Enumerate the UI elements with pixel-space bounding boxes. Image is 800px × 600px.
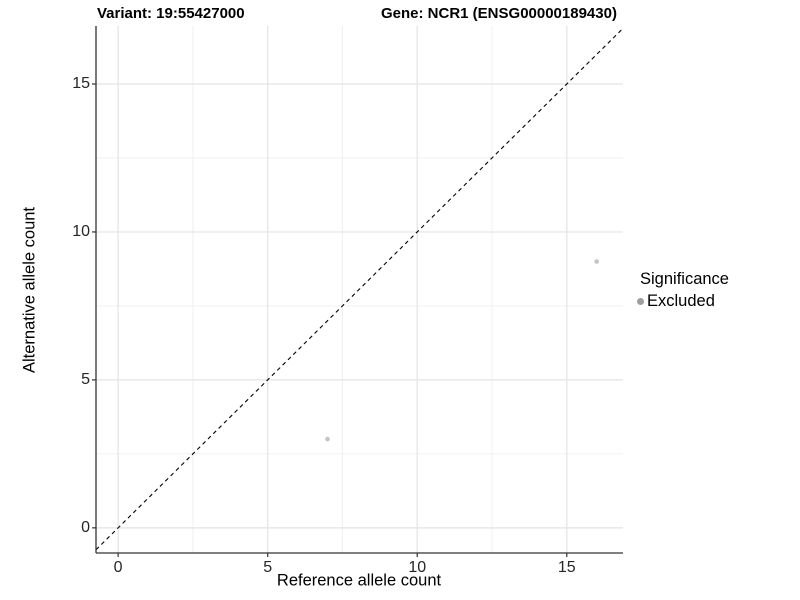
identity-reference-line (95, 27, 624, 551)
x-tick-label: 0 (113, 559, 123, 576)
y-tick-label: 5 (81, 370, 90, 388)
y-tick-label: 0 (81, 518, 90, 536)
y-tick-label: 10 (72, 222, 90, 240)
x-axis-title: Reference allele count (276, 571, 442, 590)
plot-title-gene: Gene: NCR1 (ENSG00000189430) (381, 5, 617, 22)
legend-title: Significance (640, 270, 729, 288)
data-point (594, 259, 599, 264)
legend-key-point-icon (637, 297, 644, 305)
legend: Significance Excluded (633, 268, 793, 312)
plot-title-variant: Variant: 19:55427000 (97, 5, 245, 22)
x-tick-label: 10 (408, 559, 427, 576)
data-point (325, 436, 330, 442)
legend-item-excluded: Excluded (633, 290, 793, 312)
x-tick-label: 5 (263, 559, 273, 576)
y-axis-title: Alternative allele count (20, 206, 39, 374)
legend-item-label: Excluded (647, 292, 715, 310)
x-tick-label: 15 (557, 559, 576, 576)
y-tick-label: 15 (72, 74, 90, 92)
